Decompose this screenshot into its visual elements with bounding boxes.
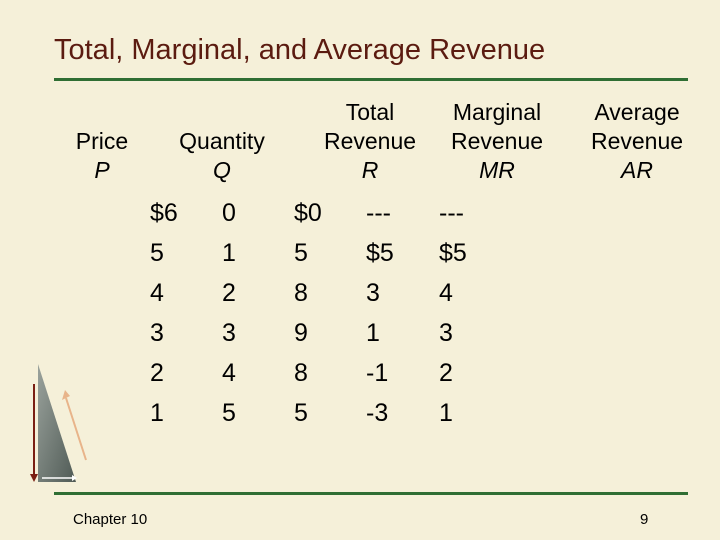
cell-price: 5: [150, 239, 164, 267]
header-price-symbol: P: [94, 157, 110, 183]
page-number: 9: [640, 511, 649, 528]
white-arrow-head: [72, 475, 77, 481]
cell-marginal-revenue: -3: [366, 399, 389, 427]
header-average-revenue: Average Revenue AR: [578, 98, 696, 185]
cell-average-revenue: $5: [439, 239, 467, 267]
cell-marginal-revenue: 1: [366, 319, 380, 347]
header-average-revenue-symbol: AR: [621, 157, 653, 183]
red-arrow-head: [30, 474, 38, 482]
header-average-revenue-line1: Average: [594, 99, 680, 125]
cell-quantity: 1: [222, 239, 236, 267]
cell-average-revenue: 1: [439, 399, 453, 427]
cell-marginal-revenue: 3: [366, 279, 380, 307]
cell-total-revenue: $0: [294, 199, 322, 227]
cell-quantity: 5: [222, 399, 236, 427]
cell-total-revenue: 5: [294, 399, 308, 427]
cell-price: 2: [150, 359, 164, 387]
header-marginal-revenue-symbol: MR: [479, 157, 515, 183]
cell-quantity: 2: [222, 279, 236, 307]
header-marginal-revenue-line2: Revenue: [450, 128, 544, 154]
header-total-revenue: Total Revenue R: [312, 98, 428, 185]
cell-price: 3: [150, 319, 164, 347]
cell-price: 1: [150, 399, 164, 427]
cell-quantity: 0: [222, 199, 236, 227]
cell-marginal-revenue: ---: [366, 199, 391, 227]
triangle-shape: [38, 364, 76, 482]
header-price-label: Price: [75, 128, 129, 154]
header-total-revenue-line2: Revenue: [323, 128, 417, 154]
header-marginal-revenue: Marginal Revenue MR: [438, 98, 556, 185]
decorative-triangle-graphic: [30, 364, 87, 482]
cell-average-revenue: 4: [439, 279, 453, 307]
slide-title: Total, Marginal, and Average Revenue: [54, 34, 546, 66]
title-divider: [54, 78, 688, 81]
header-quantity: Quantity Q: [166, 127, 278, 185]
cell-total-revenue: 8: [294, 279, 308, 307]
cell-quantity: 3: [222, 319, 236, 347]
header-total-revenue-line1: Total: [345, 99, 395, 125]
orange-arrow-head: [62, 390, 70, 400]
header-marginal-revenue-line1: Marginal: [452, 99, 542, 125]
header-quantity-symbol: Q: [213, 157, 231, 183]
cell-marginal-revenue: -1: [366, 359, 389, 387]
chapter-label: Chapter 10: [73, 511, 148, 528]
orange-arrow-line: [65, 397, 87, 461]
header-total-revenue-symbol: R: [361, 157, 379, 183]
cell-total-revenue: 8: [294, 359, 308, 387]
header-price: Price P: [70, 127, 134, 185]
cell-total-revenue: 9: [294, 319, 308, 347]
header-quantity-label: Quantity: [179, 128, 265, 154]
footer-divider: [54, 492, 688, 495]
cell-average-revenue: 2: [439, 359, 453, 387]
cell-quantity: 4: [222, 359, 236, 387]
cell-price: 4: [150, 279, 164, 307]
header-average-revenue-line2: Revenue: [590, 128, 684, 154]
cell-average-revenue: 3: [439, 319, 453, 347]
cell-total-revenue: 5: [294, 239, 308, 267]
cell-average-revenue: ---: [439, 199, 464, 227]
cell-price: $6: [150, 199, 178, 227]
cell-marginal-revenue: $5: [366, 239, 394, 267]
